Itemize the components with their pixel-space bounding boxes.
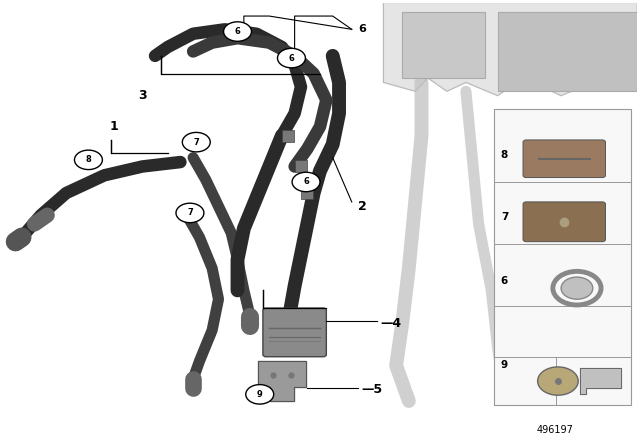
Text: 6: 6 — [235, 27, 241, 36]
FancyBboxPatch shape — [523, 202, 605, 242]
Circle shape — [182, 133, 211, 152]
Text: 9: 9 — [257, 390, 262, 399]
Text: 3: 3 — [138, 89, 147, 102]
Text: 7: 7 — [187, 208, 193, 217]
Polygon shape — [258, 361, 306, 401]
Circle shape — [561, 277, 593, 299]
FancyBboxPatch shape — [495, 109, 631, 405]
FancyBboxPatch shape — [523, 140, 605, 177]
Polygon shape — [580, 368, 621, 394]
Text: 496197: 496197 — [536, 425, 573, 435]
Text: 9: 9 — [501, 360, 508, 370]
FancyBboxPatch shape — [498, 12, 637, 91]
Circle shape — [176, 203, 204, 223]
Text: 7: 7 — [501, 211, 508, 222]
Text: 2: 2 — [358, 200, 367, 213]
Text: 8: 8 — [86, 155, 92, 164]
Text: 6: 6 — [358, 24, 366, 34]
Circle shape — [292, 172, 320, 192]
Text: 7: 7 — [193, 138, 199, 146]
Circle shape — [538, 367, 578, 395]
Circle shape — [246, 384, 274, 404]
Text: —5: —5 — [361, 383, 382, 396]
Circle shape — [74, 150, 102, 170]
FancyBboxPatch shape — [263, 308, 326, 357]
Polygon shape — [383, 3, 637, 96]
Text: —4: —4 — [380, 317, 401, 330]
Circle shape — [278, 48, 305, 68]
FancyBboxPatch shape — [403, 12, 485, 78]
Circle shape — [223, 22, 252, 41]
Text: 6: 6 — [501, 276, 508, 286]
Text: 8: 8 — [501, 150, 508, 159]
Text: 6: 6 — [289, 54, 294, 63]
Text: 1: 1 — [109, 120, 118, 133]
Text: 6: 6 — [303, 177, 309, 186]
